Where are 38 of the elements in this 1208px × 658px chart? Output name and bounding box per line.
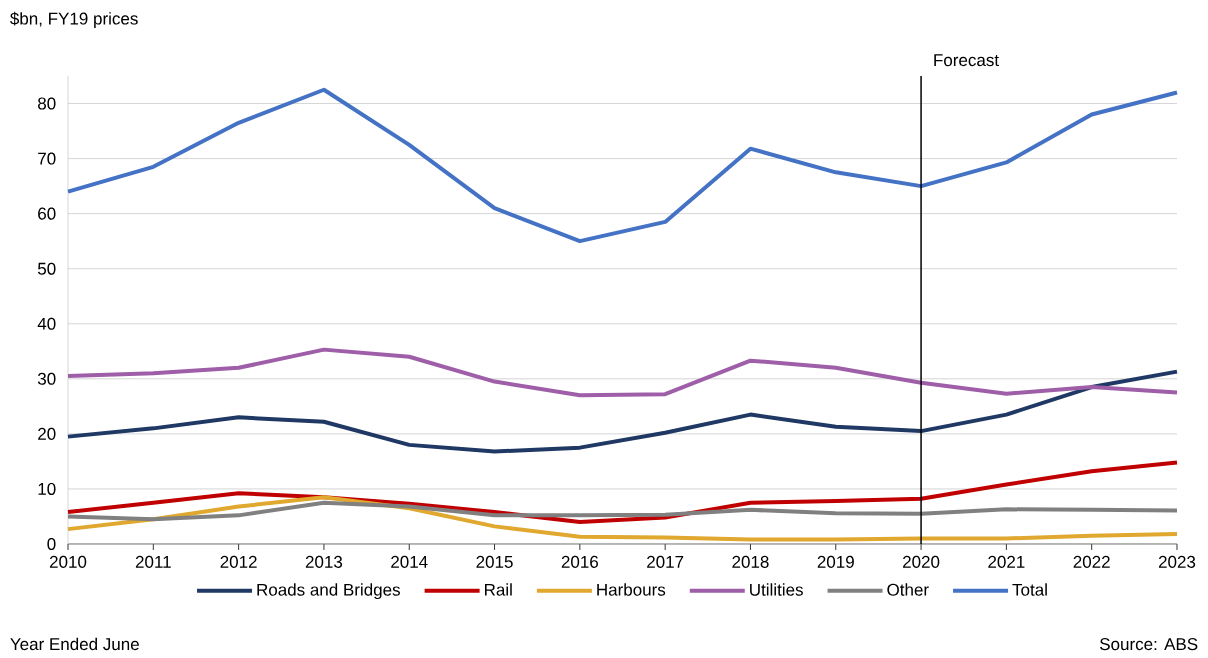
legend-label: Total xyxy=(1012,583,1047,596)
legend-label: Roads and Bridges xyxy=(257,583,400,600)
x-tick-label: 2019 xyxy=(817,555,854,568)
x-tick-label: 2016 xyxy=(561,555,598,568)
line-series xyxy=(66,369,1179,454)
x-tick-label: 2021 xyxy=(988,555,1025,568)
x-axis-title: Year Ended June xyxy=(10,637,139,651)
line-series xyxy=(66,87,1179,244)
x-tick-label: 2011 xyxy=(135,555,171,568)
source-note: Source: ABS xyxy=(1100,638,1198,651)
x-tick-label: 2014 xyxy=(391,555,428,568)
y-tick-label: 50 xyxy=(37,262,56,275)
y-axis-title: $bn, FY19 prices xyxy=(10,11,138,28)
x-tick-label: 2018 xyxy=(732,555,769,568)
x-tick-label: 2020 xyxy=(903,555,940,568)
x-tick-label: 2015 xyxy=(476,555,513,568)
x-tick-label: 2010 xyxy=(49,555,87,568)
x-tick-label: 2023 xyxy=(1158,555,1196,568)
y-tick-label: 20 xyxy=(38,427,56,440)
y-tick-label: 10 xyxy=(38,482,56,495)
x-tick-label: 2012 xyxy=(220,555,257,568)
y-tick-label: 70 xyxy=(38,152,56,165)
legend-label: Utilities xyxy=(750,583,803,596)
ref-line-label: Forecast xyxy=(934,54,999,67)
line-series xyxy=(66,495,1179,542)
y-tick-label: 40 xyxy=(37,317,56,330)
x-tick-label: 2017 xyxy=(647,555,684,568)
legend-label: Harbours xyxy=(597,583,666,596)
x-tick-label: 2022 xyxy=(1073,555,1110,568)
y-tick-label: 30 xyxy=(37,372,56,385)
y-tick-label: 0 xyxy=(47,537,56,551)
y-tick-label: 80 xyxy=(38,97,56,110)
legend-label: Rail xyxy=(485,583,512,596)
line-series xyxy=(66,347,1179,398)
x-tick-label: 2013 xyxy=(305,555,343,568)
y-tick-label: 60 xyxy=(38,207,56,220)
line-series xyxy=(66,500,1179,522)
legend-label: Other xyxy=(887,583,929,596)
